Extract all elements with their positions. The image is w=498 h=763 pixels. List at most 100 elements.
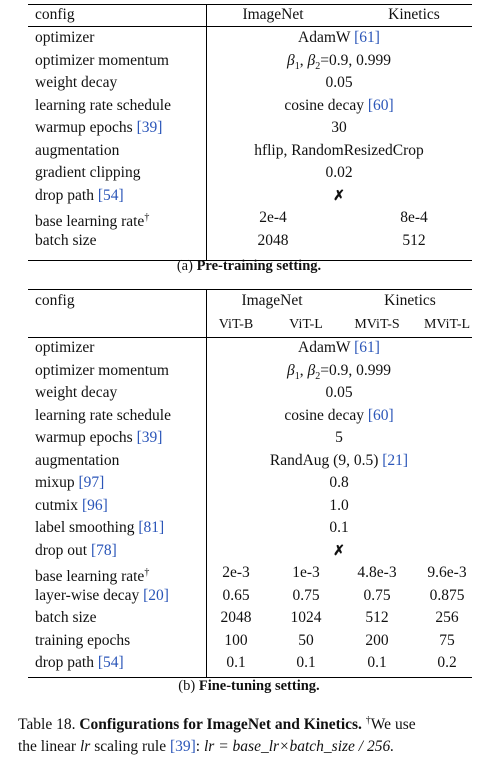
- row-label: drop path [54]: [35, 654, 124, 671]
- row-value: 0.875: [429, 586, 465, 604]
- header-imagenet: ImageNet: [242, 6, 304, 23]
- row-label: warmup epochs [39]: [35, 429, 163, 446]
- row-value: 0.75: [292, 586, 320, 604]
- header-vit-b: ViT-B: [218, 317, 254, 332]
- row-value: 200: [365, 631, 389, 649]
- row-value: RandAug (9, 0.5) [21]: [269, 451, 409, 469]
- citation-link[interactable]: [61]: [354, 29, 380, 46]
- row-label: weight decay: [35, 384, 118, 401]
- row-label: gradient clipping: [35, 164, 141, 181]
- row-value-kinetics: 512: [402, 231, 426, 249]
- finetuning-table: config ImageNet Kinetics ViT-B ViT-L MVi…: [28, 289, 472, 678]
- row-label: augmentation: [35, 141, 120, 159]
- column-divider: [206, 289, 207, 677]
- row-label: warmup epochs [39]: [35, 119, 163, 136]
- row-value: 0.65: [222, 586, 250, 604]
- row-value: 0.05: [325, 74, 353, 91]
- header-config: config: [35, 6, 75, 23]
- row-label: batch size: [35, 231, 97, 249]
- row-value: 4.8e-3: [357, 564, 397, 581]
- row-value: 256: [435, 609, 459, 626]
- header-mvit-s: MViT-S: [354, 317, 400, 332]
- pretraining-table: config ImageNet Kinetics optimizer AdamW …: [28, 4, 472, 261]
- row-value: 50: [298, 631, 314, 649]
- row-value: 5: [335, 429, 343, 446]
- table-caption: Table 18. Configurations for ImageNet an…: [18, 715, 416, 756]
- citation-link[interactable]: [60]: [367, 406, 394, 424]
- row-value: 0.1: [296, 654, 316, 671]
- citation-link[interactable]: [54]: [97, 654, 124, 671]
- row-value: 2048: [220, 609, 252, 626]
- citation-link[interactable]: [60]: [367, 96, 394, 114]
- scaling-formula: lr = base_lr×batch_size / 256.: [203, 738, 395, 756]
- row-label: layer-wise decay [20]: [35, 586, 169, 604]
- row-value: AdamW [61]: [298, 29, 380, 46]
- citation-link[interactable]: [61]: [354, 339, 380, 356]
- row-value-kinetics: 8e-4: [400, 209, 428, 226]
- table-rule-header: [28, 26, 472, 27]
- row-value: 1.0: [329, 496, 349, 514]
- row-value: 0.1: [226, 654, 246, 671]
- row-label: drop path [54]: [35, 186, 124, 204]
- row-label: batch size: [35, 609, 97, 626]
- row-label: label smoothing [81]: [35, 519, 165, 536]
- row-label: base learning rate†: [35, 212, 150, 231]
- row-value: AdamW [61]: [298, 339, 380, 356]
- row-value: 0.1: [329, 519, 349, 536]
- row-value: hflip, RandomResizedCrop: [254, 141, 424, 159]
- citation-link[interactable]: [39]: [136, 429, 163, 446]
- finetuning-caption: (b) Fine-tuning setting.: [178, 678, 320, 694]
- column-divider: [206, 4, 207, 260]
- row-label: optimizer momentum: [35, 361, 169, 379]
- table-rule-bottom: [28, 677, 472, 678]
- row-label: training epochs: [35, 631, 131, 649]
- table-rule-top: [28, 289, 472, 290]
- row-value: cosine decay [60]: [284, 406, 394, 424]
- header-kinetics: Kinetics: [388, 6, 440, 23]
- table-title: Configurations for ImageNet and Kinetics…: [79, 716, 362, 734]
- row-value: 75: [439, 631, 455, 649]
- row-value: 0.05: [325, 384, 353, 401]
- row-label: augmentation: [35, 451, 120, 469]
- citation-link[interactable]: [39]: [169, 738, 196, 756]
- row-label: optimizer: [35, 339, 95, 356]
- row-value: 1e-3: [292, 564, 320, 581]
- row-label: optimizer: [35, 29, 95, 46]
- header-vit-l: ViT-L: [289, 317, 323, 332]
- header-imagenet: ImageNet: [241, 292, 303, 309]
- row-value: β1, β2=0.9, 0.999: [287, 51, 391, 72]
- row-value: 2e-3: [222, 564, 250, 581]
- row-value: 0.02: [325, 164, 353, 181]
- header-kinetics: Kinetics: [384, 292, 436, 309]
- table-number: Table 18.: [18, 716, 76, 734]
- row-value: 30: [331, 119, 347, 136]
- citation-link[interactable]: [39]: [136, 119, 163, 136]
- citation-link[interactable]: [21]: [382, 451, 409, 469]
- citation-link[interactable]: [54]: [97, 186, 124, 204]
- citation-link[interactable]: [81]: [138, 519, 165, 536]
- row-value: β1, β2=0.9, 0.999: [287, 361, 391, 382]
- pretraining-caption: (a) Pre-training setting.: [176, 258, 322, 274]
- citation-link[interactable]: [97]: [78, 474, 105, 491]
- row-label: mixup [97]: [35, 474, 105, 491]
- row-value: cosine decay [60]: [284, 96, 394, 114]
- row-value: ✗: [333, 188, 345, 204]
- table-rule-bottom: [28, 260, 472, 261]
- row-value: 0.2: [437, 654, 457, 671]
- row-value: ✗: [333, 543, 345, 559]
- row-value-imagenet: 2e-4: [259, 209, 287, 226]
- row-label: learning rate schedule: [35, 406, 171, 424]
- row-value: 1024: [290, 609, 322, 626]
- row-value: 0.1: [367, 654, 387, 671]
- citation-link[interactable]: [78]: [90, 541, 117, 559]
- table-rule-top: [28, 4, 472, 5]
- citation-link[interactable]: [96]: [81, 496, 108, 514]
- header-config: config: [35, 292, 75, 309]
- row-value: 100: [224, 631, 248, 649]
- row-label: optimizer momentum: [35, 51, 169, 69]
- row-label: base learning rate†: [35, 567, 150, 586]
- citation-link[interactable]: [20]: [143, 586, 169, 604]
- row-value: 0.75: [363, 586, 391, 604]
- row-value: 9.6e-3: [427, 564, 467, 581]
- row-value: 512: [365, 609, 389, 626]
